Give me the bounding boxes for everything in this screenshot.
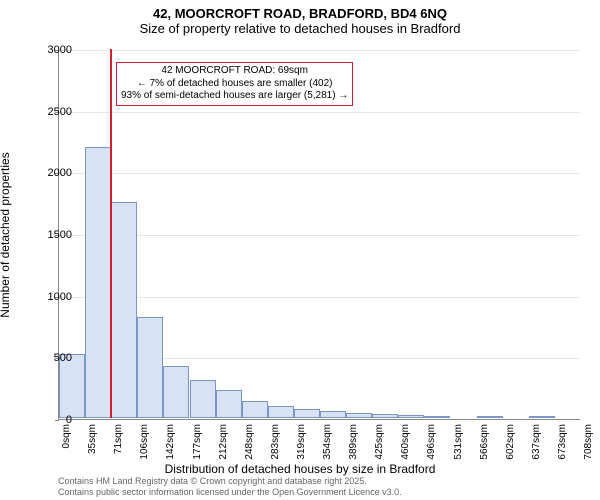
histogram-bar [111, 202, 137, 418]
plot-area [58, 50, 580, 420]
xtick-label: 212sqm [218, 424, 229, 460]
xtick-label: 425sqm [374, 424, 385, 460]
annotation-line3: 93% of semi-detached houses are larger (… [121, 90, 348, 103]
histogram-bar [294, 409, 320, 418]
xtick-label: 531sqm [453, 424, 464, 460]
histogram-bar [137, 317, 163, 418]
histogram-bar [477, 416, 503, 418]
xtick-label: 460sqm [400, 424, 411, 460]
histogram-bar [320, 411, 346, 418]
ytick-label: 1000 [32, 291, 72, 303]
title-line-2: Size of property relative to detached ho… [0, 21, 600, 36]
xtick-label: 319sqm [296, 424, 307, 460]
grid-line [59, 112, 580, 113]
histogram-bar [85, 147, 111, 418]
histogram-bar [398, 415, 424, 418]
grid-line [59, 50, 580, 51]
chart-title-block: 42, MOORCROFT ROAD, BRADFORD, BD4 6NQ Si… [0, 0, 600, 36]
xtick-label: 142sqm [165, 424, 176, 460]
histogram-bar [268, 406, 294, 418]
chart-container [58, 50, 580, 420]
ytick-label: 3000 [32, 44, 72, 56]
xtick-label: 71sqm [113, 424, 124, 454]
annotation-box: 42 MOORCROFT ROAD: 69sqm← 7% of detached… [116, 62, 353, 106]
ytick-label: 2000 [32, 167, 72, 179]
histogram-bar [346, 413, 372, 418]
footer-line-2: Contains public sector information licen… [58, 487, 402, 498]
xtick-label: 35sqm [87, 424, 98, 454]
ytick-label: 1500 [32, 229, 72, 241]
xtick-label: 602sqm [505, 424, 516, 460]
xtick-label: 283sqm [270, 424, 281, 460]
xtick-label: 177sqm [192, 424, 203, 460]
xtick-label: 637sqm [531, 424, 542, 460]
ytick-label: 2500 [32, 106, 72, 118]
xtick-label: 0sqm [61, 424, 72, 448]
property-marker-line [110, 49, 112, 418]
ytick-label: 500 [32, 352, 72, 364]
xtick-label: 248sqm [244, 424, 255, 460]
x-axis-label: Distribution of detached houses by size … [0, 462, 600, 476]
histogram-bar [424, 416, 450, 418]
histogram-bar [190, 380, 216, 418]
xtick-label: 496sqm [426, 424, 437, 460]
annotation-line1: 42 MOORCROFT ROAD: 69sqm [121, 65, 348, 78]
xtick-label: 673sqm [557, 424, 568, 460]
histogram-bar [216, 390, 242, 418]
xtick-label: 389sqm [348, 424, 359, 460]
y-axis-label: Number of detached properties [0, 152, 12, 317]
histogram-bar [529, 416, 555, 418]
footer-line-1: Contains HM Land Registry data © Crown c… [58, 476, 402, 487]
title-line-1: 42, MOORCROFT ROAD, BRADFORD, BD4 6NQ [0, 6, 600, 21]
footer-attribution: Contains HM Land Registry data © Crown c… [58, 476, 402, 498]
histogram-bar [242, 401, 268, 418]
grid-line [59, 173, 580, 174]
annotation-line2: ← 7% of detached houses are smaller (402… [121, 78, 348, 91]
xtick-label: 354sqm [322, 424, 333, 460]
xtick-label: 566sqm [479, 424, 490, 460]
xtick-label: 106sqm [139, 424, 150, 460]
xtick-label: 708sqm [583, 424, 594, 460]
histogram-bar [163, 366, 189, 418]
histogram-bar [372, 414, 398, 418]
